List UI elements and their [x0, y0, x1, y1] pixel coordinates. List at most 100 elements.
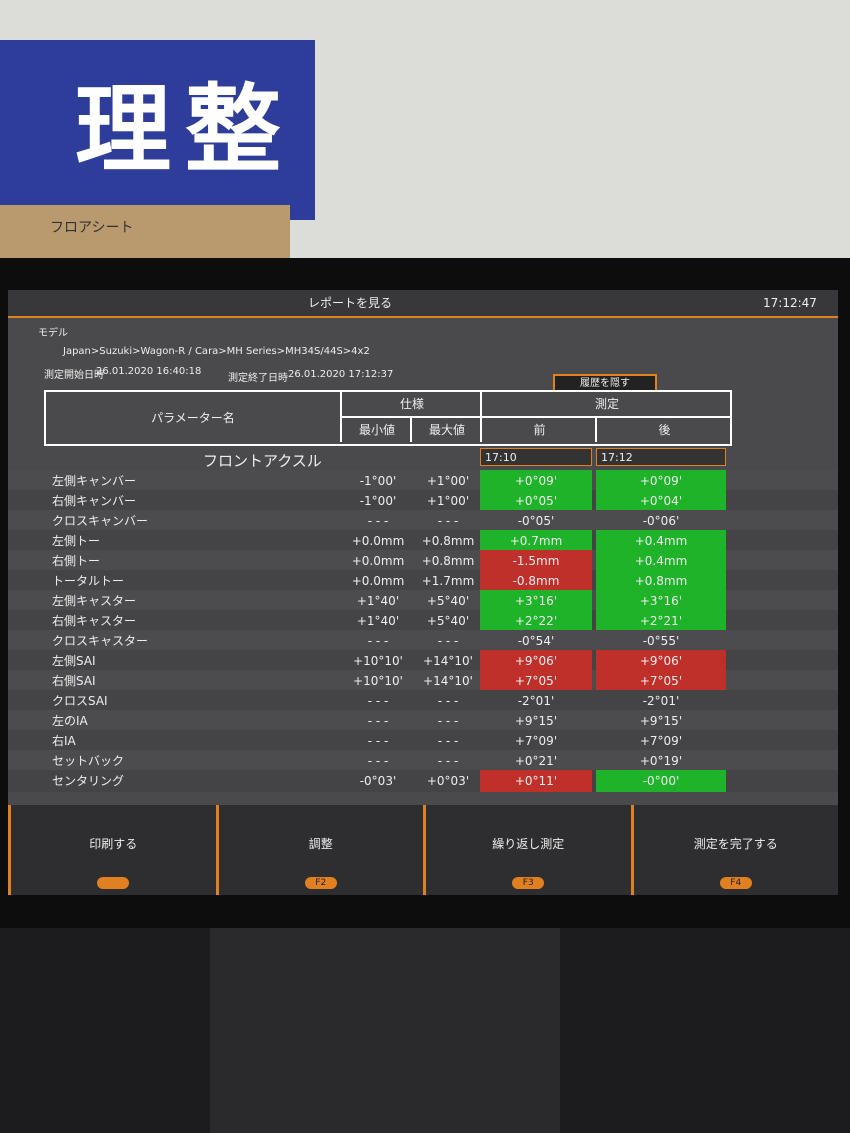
parameter-name: クロスキャンバー	[52, 514, 149, 528]
min-value: +1°40'	[356, 594, 400, 608]
min-value: +0.0mm	[351, 574, 405, 588]
before-value: +0°21'	[514, 754, 558, 768]
max-value: - - -	[437, 694, 459, 708]
max-value: +0°03'	[426, 774, 470, 788]
header-title: レポートを見る	[308, 296, 393, 310]
table-row: セットバック - - - - - - +0°21' +0°19'	[8, 750, 838, 772]
parameter-name: セットバック	[52, 754, 125, 768]
before-value: -0.8mm	[480, 570, 592, 592]
model-label: モデル	[38, 328, 68, 339]
parameter-name: トータルトー	[52, 574, 125, 588]
min-value: - - -	[367, 734, 389, 748]
after-value: +0°19'	[639, 754, 683, 768]
max-value: +1°00'	[426, 474, 470, 488]
header-before: 前	[480, 418, 597, 442]
after-value: +0.8mm	[596, 570, 726, 592]
sign: 理整頓	[0, 40, 315, 366]
start-label: 測定開始日時	[44, 370, 104, 381]
end-time: 26.01.2020 17:12:37	[288, 369, 394, 380]
min-value: -0°03'	[359, 774, 397, 788]
max-value: +0.8mm	[421, 554, 475, 568]
header-spec: 仕様	[340, 392, 482, 418]
before-time-select[interactable]: 17:10	[480, 448, 592, 466]
table-row: 右側SAI +10°10' +14°10' +7°05' +7°05'	[8, 670, 838, 692]
after-value: -2°01'	[642, 694, 680, 708]
header-after: 後	[595, 418, 732, 442]
min-value: - - -	[367, 754, 389, 768]
parameter-name: 左側キャンバー	[52, 474, 137, 488]
parameter-name: 左側キャスター	[52, 594, 137, 608]
min-value: +10°10'	[353, 674, 403, 688]
function-key: F3	[512, 877, 545, 889]
start-time: 26.01.2020 16:40:18	[96, 366, 202, 377]
header-min: 最小値	[340, 418, 412, 442]
table-row: 右側トー +0.0mm +0.8mm -1.5mm +0.4mm	[8, 550, 838, 572]
before-value: +0.7mm	[480, 530, 592, 552]
after-value: +3°16'	[596, 590, 726, 612]
max-value: +1°00'	[426, 494, 470, 508]
after-value: +0°09'	[596, 470, 726, 492]
before-value: +0°05'	[480, 490, 592, 512]
before-value: +3°16'	[480, 590, 592, 612]
after-value: +7°09'	[639, 734, 683, 748]
before-value: +0°09'	[480, 470, 592, 492]
parameter-name: 右側キャスター	[52, 614, 137, 628]
header-measure: 測定	[480, 392, 732, 418]
max-value: +0.8mm	[421, 534, 475, 548]
before-value: +9°06'	[480, 650, 592, 672]
parameter-name: 右側キャンバー	[52, 494, 137, 508]
after-value: +0.4mm	[596, 530, 726, 552]
parameter-name: 右側SAI	[52, 674, 96, 688]
before-value: +0°11'	[480, 770, 592, 792]
parameter-name: クロスSAI	[52, 694, 108, 708]
min-value: -1°00'	[359, 494, 397, 508]
function-key: F2	[304, 877, 337, 889]
min-value: +10°10'	[353, 654, 403, 668]
table-row: センタリング -0°03' +0°03' +0°11' -0°00'	[8, 770, 838, 792]
clock: 17:12:47	[763, 296, 817, 310]
table-row: トータルトー +0.0mm +1.7mm -0.8mm +0.8mm	[8, 570, 838, 592]
before-value: -2°01'	[517, 694, 555, 708]
end-label: 測定終了日時	[228, 373, 288, 384]
section-title: フロントアクスル	[203, 452, 322, 470]
table-header: パラメーター名 仕様 最小値 最大値 測定 前 後	[44, 390, 732, 446]
parameter-name: 右側トー	[52, 554, 101, 568]
function-button[interactable]: 繰り返し測定 F3	[423, 805, 631, 895]
after-value: -0°55'	[642, 634, 680, 648]
table-row: 左側キャンバー -1°00' +1°00' +0°09' +0°09'	[8, 470, 838, 492]
button-label: 印刷する	[89, 837, 138, 851]
table-row: クロスSAI - - - - - - -2°01' -2°01'	[8, 690, 838, 712]
before-value: +9°15'	[514, 714, 558, 728]
button-label: 測定を完了する	[693, 837, 778, 851]
table-row: クロスキャスター - - - - - - -0°54' -0°55'	[8, 630, 838, 652]
before-value: +7°09'	[514, 734, 558, 748]
max-value: - - -	[437, 714, 459, 728]
table-row: 右側キャンバー -1°00' +1°00' +0°05' +0°04'	[8, 490, 838, 512]
after-value: -0°00'	[596, 770, 726, 792]
table-row: 左側トー +0.0mm +0.8mm +0.7mm +0.4mm	[8, 530, 838, 552]
parameter-name: クロスキャスター	[52, 634, 149, 648]
min-value: +1°40'	[356, 614, 400, 628]
header-bar: レポートを見る 17:12:47	[8, 290, 838, 318]
before-value: -0°05'	[517, 514, 555, 528]
after-time-select[interactable]: 17:12	[596, 448, 726, 466]
min-value: +0.0mm	[351, 554, 405, 568]
max-value: +1.7mm	[421, 574, 475, 588]
max-value: - - -	[437, 514, 459, 528]
min-value: - - -	[367, 714, 389, 728]
function-button[interactable]: 印刷する	[8, 805, 216, 895]
function-button[interactable]: 調整 F2	[215, 805, 423, 895]
before-value: -1.5mm	[480, 550, 592, 572]
max-value: +5°40'	[426, 594, 470, 608]
max-value: - - -	[437, 734, 459, 748]
table-row: 右IA - - - - - - +7°09' +7°09'	[8, 730, 838, 752]
after-value: +0°04'	[596, 490, 726, 512]
before-value: +7°05'	[480, 670, 592, 692]
header-name: パラメーター名	[151, 411, 235, 425]
after-value: +7°05'	[596, 670, 726, 692]
after-value: +9°15'	[639, 714, 683, 728]
function-button[interactable]: 測定を完了する F4	[630, 805, 838, 895]
before-value: +2°22'	[480, 610, 592, 632]
min-value: - - -	[367, 634, 389, 648]
